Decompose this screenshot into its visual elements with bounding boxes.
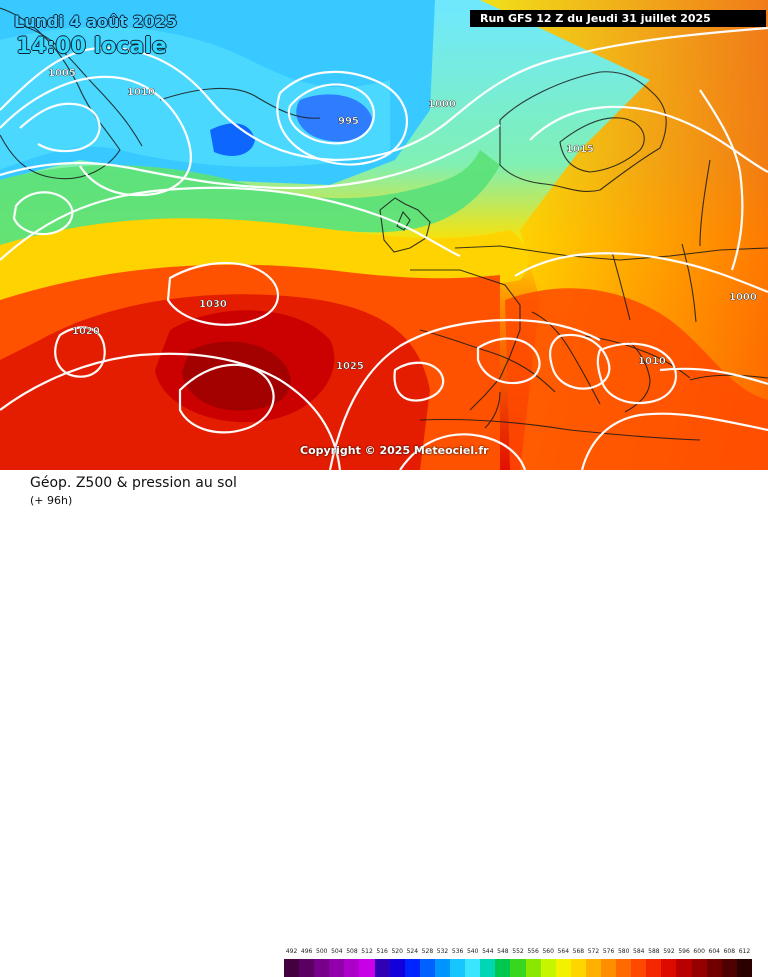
scale-cell xyxy=(525,959,541,977)
copyright-text: Copyright © 2025 Meteociel.fr xyxy=(300,444,489,457)
isobar-label: 1015 xyxy=(566,144,594,155)
scale-cell xyxy=(570,959,586,977)
scale-label: 540 xyxy=(466,948,479,955)
scale-cell xyxy=(434,959,451,977)
isobar-label: 1005 xyxy=(48,68,76,79)
scale-cell xyxy=(646,959,662,977)
scale-cell xyxy=(736,959,752,977)
scale-cell xyxy=(661,959,677,977)
scale-cell xyxy=(631,959,647,977)
scale-label: 532 xyxy=(436,948,449,955)
scale-cell xyxy=(510,959,526,977)
scale-cell xyxy=(600,959,617,977)
scale-cell xyxy=(374,959,390,977)
scale-cell xyxy=(465,959,481,977)
scale-label: 504 xyxy=(331,948,343,955)
scale-cell xyxy=(706,959,722,977)
scale-label: 564 xyxy=(557,948,570,955)
scale-label: 584 xyxy=(633,948,645,955)
isobar-label: 1000 xyxy=(729,292,757,303)
scale-label: 576 xyxy=(602,948,615,955)
scale-cell xyxy=(344,959,360,977)
scale-label: 588 xyxy=(648,948,660,955)
scale-cell xyxy=(585,959,601,977)
scale-cell xyxy=(450,959,466,977)
scale-cell xyxy=(540,959,556,977)
scale-label: 596 xyxy=(678,948,690,955)
footer-subtitle: (+ 96h) xyxy=(30,494,73,507)
scale-label: 568 xyxy=(572,948,585,955)
isobar-label: 1000 xyxy=(428,99,456,110)
scale-cell xyxy=(676,959,692,977)
scale-cell xyxy=(495,959,511,977)
scale-cell xyxy=(314,959,330,977)
isobar-label: 995 xyxy=(338,116,359,127)
scale-cell xyxy=(480,959,496,977)
scale-label: 592 xyxy=(663,948,675,955)
scale-label: 556 xyxy=(527,948,539,955)
scale-cell xyxy=(389,959,405,977)
scale-label: 520 xyxy=(391,948,403,955)
scale-label: 544 xyxy=(482,948,494,955)
scale-cell xyxy=(329,959,345,977)
scale-label: 500 xyxy=(316,948,328,955)
isobar-label: 1025 xyxy=(336,361,364,372)
scale-cell xyxy=(419,959,435,977)
isobar-label: 1010 xyxy=(638,356,666,367)
scale-label: 536 xyxy=(451,948,464,955)
isobar-label: 1010 xyxy=(127,87,155,98)
scale-cell xyxy=(404,959,420,977)
scale-label: 604 xyxy=(708,948,720,955)
scale-label: 512 xyxy=(361,948,373,955)
isobar-label: 1030 xyxy=(199,299,227,310)
forecast-map: 1000 1005 1010 995 1015 1030 1020 1025 1010 1000 xyxy=(0,0,768,470)
scale-labels: 492 496 500 504 508 512 516 520 524 528 532 536 540 5… xyxy=(284,948,752,958)
scale-label: 528 xyxy=(421,948,434,955)
scale-cell xyxy=(299,959,315,977)
scale-label: 508 xyxy=(346,948,358,955)
scale-label: 516 xyxy=(376,948,388,955)
forecast-time: 14:00 locale xyxy=(16,34,167,59)
scale-label: 492 xyxy=(285,948,298,955)
scale-cell xyxy=(691,959,707,977)
scale-label: 572 xyxy=(587,948,600,955)
isobar-label: 1020 xyxy=(72,326,100,337)
scale-cell xyxy=(721,959,737,977)
footer-title: Géop. Z500 & pression au sol xyxy=(30,475,237,491)
scale-cell xyxy=(359,959,375,977)
scale-cell xyxy=(555,959,571,977)
scale-label: 548 xyxy=(497,948,509,955)
scale-cell xyxy=(284,959,300,977)
forecast-date: Lundi 4 août 2025 xyxy=(14,12,178,31)
scale-label: 560 xyxy=(542,948,554,955)
footer: Géop. Z500 & pression au sol (+ 96h) 492… xyxy=(0,470,768,977)
run-label: Run GFS 12 Z du Jeudi 31 juillet 2025 xyxy=(470,10,766,27)
scale-cell xyxy=(616,959,632,977)
scale-label: 600 xyxy=(693,948,705,955)
scale-label: 552 xyxy=(512,948,524,955)
scale-label: 580 xyxy=(617,948,630,955)
scale-label: 496 xyxy=(300,948,313,955)
scale-label: 612 xyxy=(738,948,751,955)
scale-label: 608 xyxy=(723,948,736,955)
scale-label: 524 xyxy=(406,948,419,955)
color-scale xyxy=(284,959,752,977)
